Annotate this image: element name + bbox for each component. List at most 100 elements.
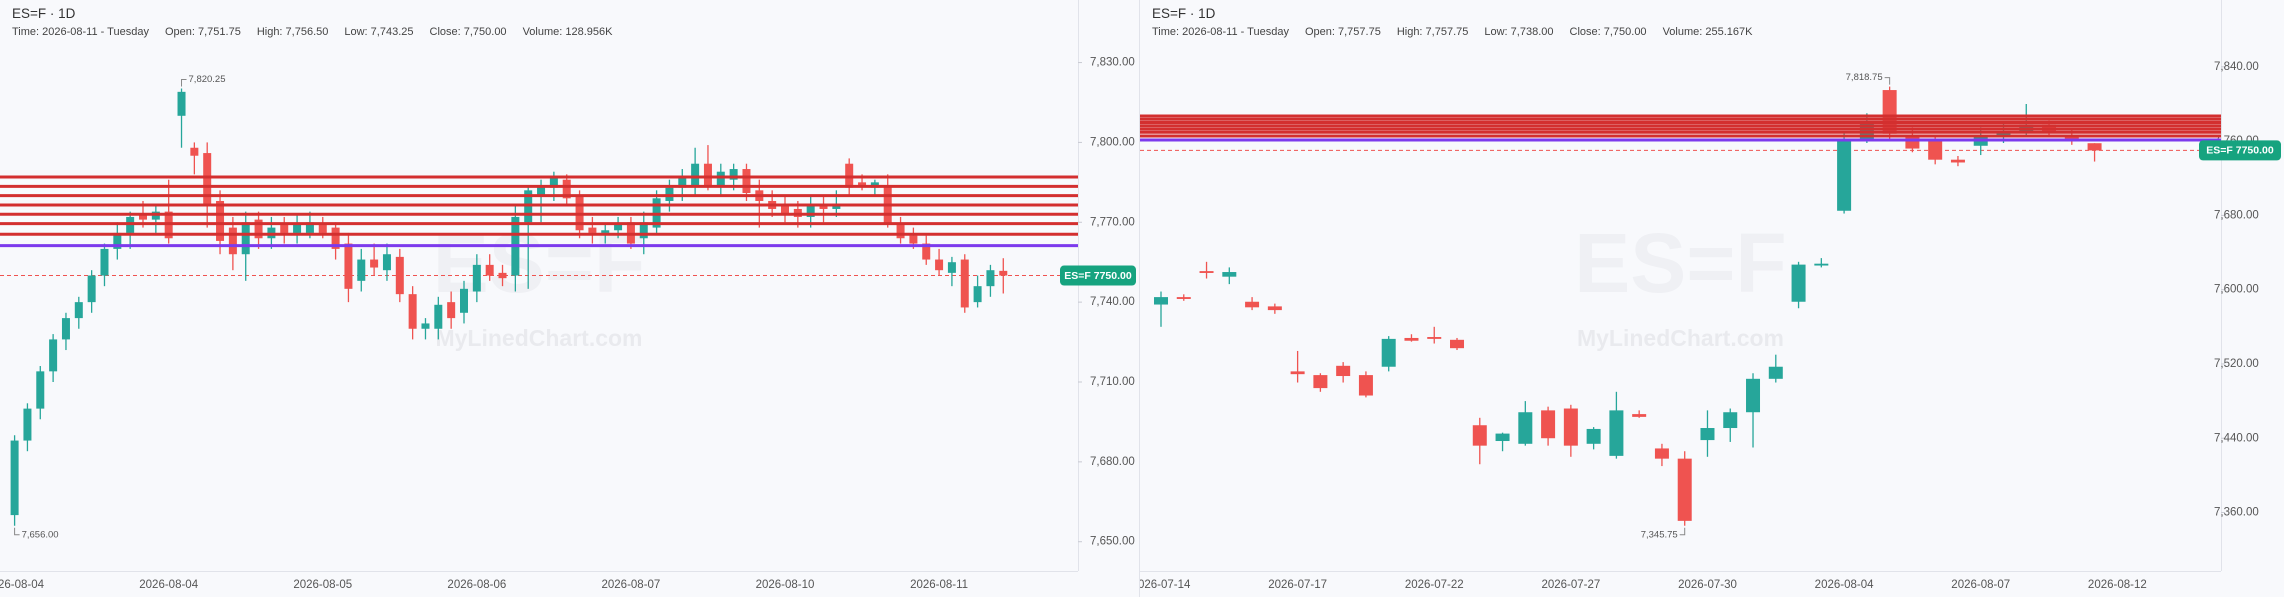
candle-body <box>1814 263 1829 266</box>
high-hook <box>1884 77 1891 85</box>
watermark: ES=F <box>1574 216 1786 310</box>
candle-body <box>588 227 597 233</box>
chart-header: ES=F · 1D Time: 2026-08-11 - Tuesday Open:… <box>1152 6 1752 38</box>
candle-body <box>1837 139 1852 211</box>
candle-body <box>61 318 70 340</box>
candle-body <box>305 222 314 233</box>
candle-body <box>1450 339 1465 349</box>
y-tick-label: 7,360.00 <box>2214 507 2259 519</box>
high-annotation: 7,818.75 <box>1846 72 1883 83</box>
candle-body <box>1245 301 1260 308</box>
y-tick-label: 7,520.00 <box>2214 358 2259 370</box>
candle-body <box>922 243 931 260</box>
price-badge-label: ES=F 7750.00 <box>1064 270 1132 282</box>
candle-body <box>678 177 687 188</box>
info-item: Close: 7,750.00 <box>429 26 507 38</box>
y-tick-label: 7,600.00 <box>2214 284 2259 296</box>
info-item: High: 7,756.50 <box>256 26 329 38</box>
low-hook <box>14 527 20 536</box>
candle-body <box>601 230 610 233</box>
high-hook <box>181 79 187 87</box>
candle-body <box>562 179 571 199</box>
candle-body <box>241 222 250 255</box>
watermark-sub: MyLinedChart.com <box>435 325 642 351</box>
candle-body <box>177 91 186 116</box>
candle-body <box>1267 306 1282 311</box>
candle-body <box>858 182 867 186</box>
candle-body <box>228 227 237 255</box>
candle-body <box>986 270 995 287</box>
candle-body <box>1632 414 1647 417</box>
candle-body <box>1541 410 1556 439</box>
candle-body <box>408 294 417 329</box>
chart-header: ES=F · 1D Time: 2026-08-11 - Tuesday Open:… <box>12 6 612 38</box>
price-badge <box>2199 140 2281 161</box>
candle-body <box>498 272 507 279</box>
candle-body <box>23 408 32 441</box>
candle-body <box>1791 264 1806 302</box>
candle-body <box>113 232 122 249</box>
candle-body <box>447 302 456 319</box>
candle-body <box>357 259 366 281</box>
candle-body <box>1950 159 1965 163</box>
candle-body <box>742 169 751 193</box>
candle-body <box>973 286 982 303</box>
low-annotation: 7,345.75 <box>1641 529 1678 540</box>
candle-body <box>203 153 212 207</box>
high-annotation: 7,820.25 <box>189 74 226 85</box>
candle-body <box>395 256 404 295</box>
candle-body <box>935 259 944 271</box>
x-tick-label: 2026-07-27 <box>1541 579 1600 591</box>
info-item: Low: 7,738.00 <box>1484 26 1554 38</box>
candle-body <box>331 227 340 249</box>
x-tick-label: 2026-07-30 <box>1678 579 1737 591</box>
watermark-sub: MyLinedChart.com <box>1577 325 1784 351</box>
ohlc-info: Time: 2026-08-11 - Tuesday Open: 7,751.75… <box>12 26 612 38</box>
candle-body <box>1404 337 1419 341</box>
info-item: Open: 7,757.75 <box>1304 26 1381 38</box>
candle-body <box>485 264 494 276</box>
x-tick-label: 2026-08-10 <box>756 579 815 591</box>
candle-body <box>10 440 19 516</box>
y-tick-label: 7,840.00 <box>2214 61 2259 73</box>
info-item: Close: 7,750.00 <box>1569 26 1647 38</box>
y-tick-label: 7,680.00 <box>1090 456 1135 468</box>
candle-body <box>1768 366 1783 379</box>
y-tick-label: 7,710.00 <box>1090 376 1135 388</box>
candle-body <box>1723 412 1738 429</box>
candle-body <box>1518 412 1533 444</box>
candle-body <box>960 259 969 308</box>
candle-body <box>1928 141 1943 160</box>
candle-body <box>1746 378 1761 413</box>
candle-body <box>1381 338 1396 367</box>
candle-body <box>1427 337 1442 339</box>
candle-body <box>1199 271 1214 273</box>
y-tick-label: 7,740.00 <box>1090 296 1135 308</box>
candle-body <box>1586 428 1601 444</box>
price-badge <box>1060 265 1136 286</box>
info-item: Time: 2026-08-11 - Tuesday <box>1152 26 1289 38</box>
candle-body <box>293 224 302 233</box>
candle-body <box>370 259 379 268</box>
info-item: High: 7,757.75 <box>1396 26 1469 38</box>
info-item: Time: 2026-08-11 - Tuesday <box>12 26 149 38</box>
candle-body <box>1176 297 1191 299</box>
info-item: Volume: 255.167K <box>1662 26 1753 38</box>
candle-body <box>999 270 1008 276</box>
x-tick-label: 2026-08-04 <box>139 579 198 591</box>
candle-body <box>1358 375 1373 396</box>
candle-body <box>2064 135 2079 142</box>
x-tick-label: 2026-08-06 <box>447 579 506 591</box>
x-tick-label: 2026-08-07 <box>602 579 661 591</box>
watermark: ES=F <box>433 216 645 310</box>
x-tick-label: 2026-07-14 <box>1132 579 1191 591</box>
candle-body <box>947 262 956 273</box>
candle-body <box>909 235 918 244</box>
x-tick-label: 2026-08-05 <box>293 579 352 591</box>
candle-body <box>1495 433 1510 442</box>
y-tick-label: 7,680.00 <box>2214 209 2259 221</box>
info-item: Volume: 128.956K <box>522 26 613 38</box>
low-hook <box>1679 527 1686 536</box>
